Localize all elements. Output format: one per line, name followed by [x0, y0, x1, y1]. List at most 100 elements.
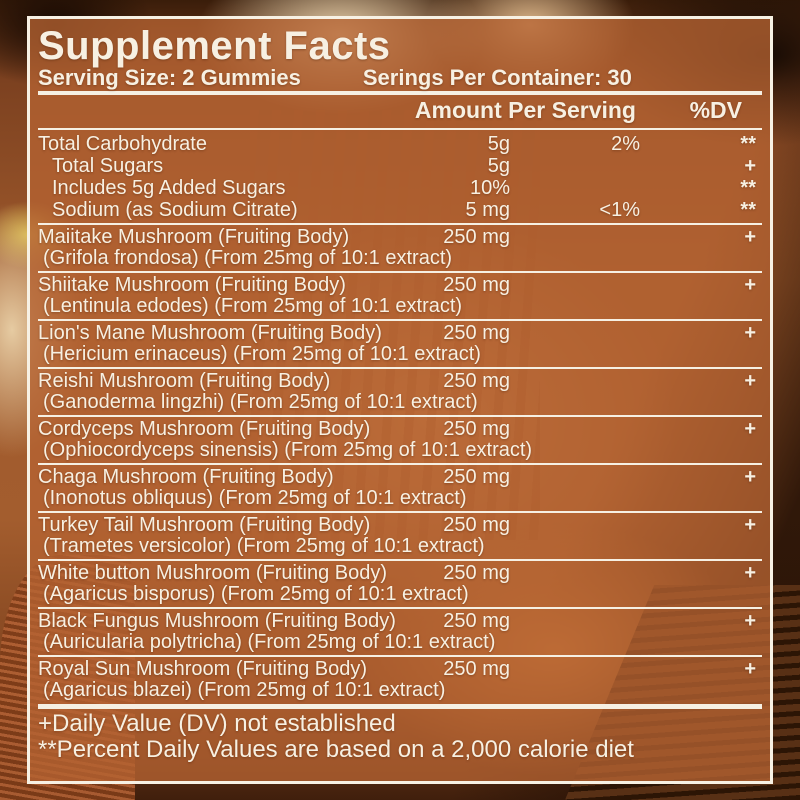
ingredient-detail-line: (Auricularia polytricha) (From 25mg of 1… — [43, 631, 496, 653]
nutrient-dv: 2% — [611, 133, 640, 155]
footnote-percent-daily-values: **Percent Daily Values are based on a 2,… — [38, 736, 634, 763]
ingredient-main-line: Royal Sun Mushroom (Fruiting Body) 250 m… — [38, 659, 762, 680]
ingredient-amount: 250 mg — [443, 322, 510, 344]
ingredient-amount: 250 mg — [443, 610, 510, 632]
ingredient-detail-line: (Hericium erinaceus) (From 25mg of 10:1 … — [43, 343, 481, 365]
ingredient-amount: 250 mg — [443, 514, 510, 536]
nutrient-amount: 5 mg — [465, 199, 510, 221]
ingredient-symbol: + — [744, 418, 756, 440]
nutrient-symbol: + — [744, 155, 756, 177]
nutrient-name: Total Carbohydrate — [38, 133, 207, 155]
ingredient-name: Shiitake Mushroom (Fruiting Body) — [38, 274, 346, 296]
ingredient-detail-line: (Ophiocordyceps sinensis) (From 25mg of … — [43, 439, 533, 461]
ingredient-amount: 250 mg — [443, 226, 510, 248]
ingredient-main-line: Cordyceps Mushroom (Fruiting Body) 250 m… — [38, 419, 762, 440]
nutrient-amount: 5g — [487, 155, 510, 177]
nutrient-name: Total Sugars — [52, 155, 164, 177]
ingredient-divider — [38, 223, 762, 225]
ingredient-amount: 250 mg — [443, 370, 510, 392]
ingredient-main-line: Shiitake Mushroom (Fruiting Body) 250 mg… — [38, 275, 762, 296]
ingredient-symbol: + — [744, 562, 756, 584]
ingredient-divider — [38, 319, 762, 321]
ingredient-detail-line: (Grifola frondosa) (From 25mg of 10:1 ex… — [43, 247, 453, 269]
amount-per-serving-header: Amount Per Serving — [414, 97, 636, 123]
ingredient-symbol: + — [744, 610, 756, 632]
servings-per-container: Serings Per Container: 30 — [362, 65, 632, 90]
ingredient-row: Black Fungus Mushroom (Fruiting Body) 25… — [38, 611, 762, 653]
ingredient-name: Maiitake Mushroom (Fruiting Body) — [38, 226, 350, 248]
ingredient-divider — [38, 415, 762, 417]
nutrient-row: Includes 5g Added Sugars 10% ** — [38, 177, 762, 199]
ingredient-name: Chaga Mushroom (Fruiting Body) — [38, 466, 334, 488]
ingredient-name: Black Fungus Mushroom (Fruiting Body) — [38, 610, 396, 632]
nutrient-name: Includes 5g Added Sugars — [52, 177, 286, 199]
ingredient-name: White button Mushroom (Fruiting Body) — [38, 562, 388, 584]
ingredient-amount: 250 mg — [443, 466, 510, 488]
divider-above-footnotes — [38, 704, 762, 709]
panel-title: Supplement Facts — [38, 24, 391, 68]
dv-header: %DV — [689, 97, 742, 123]
ingredient-divider — [38, 655, 762, 657]
ingredient-name: Cordyceps Mushroom (Fruiting Body) — [38, 418, 371, 440]
nutrient-row: Total Carbohydrate 5g 2% ** — [38, 133, 762, 155]
nutrient-amount: 5g — [487, 133, 510, 155]
ingredient-symbol: + — [744, 274, 756, 296]
ingredient-row: Royal Sun Mushroom (Fruiting Body) 250 m… — [38, 659, 762, 701]
column-header-row: Amount Per Serving %DV — [38, 95, 762, 126]
ingredient-divider — [38, 607, 762, 609]
ingredient-detail-line: (Agaricus bisporus) (From 25mg of 10:1 e… — [43, 583, 469, 605]
supplement-facts-panel: Supplement Facts Serving Size: 2 Gummies… — [27, 16, 773, 784]
ingredient-row: Lion's Mane Mushroom (Fruiting Body) 250… — [38, 323, 762, 365]
ingredient-detail-line: (Trametes versicolor) (From 25mg of 10:1… — [43, 535, 485, 557]
ingredient-amount: 250 mg — [443, 274, 510, 296]
nutrient-symbol: ** — [740, 199, 756, 221]
ingredient-main-line: Lion's Mane Mushroom (Fruiting Body) 250… — [38, 323, 762, 344]
nutrient-amount: 10% — [469, 177, 510, 199]
ingredient-detail-line: (Inonotus obliquus) (From 25mg of 10:1 e… — [43, 487, 467, 509]
serving-info-row: Serving Size: 2 Gummies Serings Per Cont… — [38, 66, 762, 90]
divider-under-serving — [38, 91, 762, 95]
ingredient-row: Turkey Tail Mushroom (Fruiting Body) 250… — [38, 515, 762, 557]
ingredient-detail-line: (Lentinula edodes) (From 25mg of 10:1 ex… — [43, 295, 463, 317]
ingredient-main-line: Chaga Mushroom (Fruiting Body) 250 mg + — [38, 467, 762, 488]
ingredient-amount: 250 mg — [443, 418, 510, 440]
ingredient-symbol: + — [744, 370, 756, 392]
ingredient-symbol: + — [744, 322, 756, 344]
ingredient-row: Shiitake Mushroom (Fruiting Body) 250 mg… — [38, 275, 762, 317]
ingredient-main-line: White button Mushroom (Fruiting Body) 25… — [38, 563, 762, 584]
ingredient-row: Chaga Mushroom (Fruiting Body) 250 mg + … — [38, 467, 762, 509]
nutrient-row: Total Sugars 5g + — [38, 155, 762, 177]
ingredient-name: Turkey Tail Mushroom (Fruiting Body) — [38, 514, 371, 536]
nutrient-row: Sodium (as Sodium Citrate) 5 mg <1% ** — [38, 199, 762, 221]
nutrient-symbol: ** — [740, 133, 756, 155]
ingredient-main-line: Maiitake Mushroom (Fruiting Body) 250 mg… — [38, 227, 762, 248]
ingredient-divider — [38, 271, 762, 273]
ingredient-symbol: + — [744, 658, 756, 680]
ingredient-divider — [38, 463, 762, 465]
ingredient-divider — [38, 559, 762, 561]
ingredient-divider — [38, 367, 762, 369]
nutrient-symbol: ** — [740, 177, 756, 199]
ingredient-detail-line: (Ganoderma lingzhi) (From 25mg of 10:1 e… — [43, 391, 478, 413]
ingredient-main-line: Turkey Tail Mushroom (Fruiting Body) 250… — [38, 515, 762, 536]
ingredient-amount: 250 mg — [443, 562, 510, 584]
ingredient-row: Maiitake Mushroom (Fruiting Body) 250 mg… — [38, 227, 762, 269]
ingredient-divider — [38, 511, 762, 513]
nutrients-section: Total Carbohydrate 5g 2% ** Total Sugars… — [38, 133, 762, 221]
ingredient-row: Reishi Mushroom (Fruiting Body) 250 mg +… — [38, 371, 762, 413]
ingredient-name: Lion's Mane Mushroom (Fruiting Body) — [38, 322, 382, 344]
ingredient-row: Cordyceps Mushroom (Fruiting Body) 250 m… — [38, 419, 762, 461]
ingredient-detail-line: (Agaricus blazei) (From 25mg of 10:1 ext… — [43, 679, 446, 701]
ingredient-symbol: + — [744, 466, 756, 488]
divider-under-header — [38, 128, 762, 130]
ingredient-amount: 250 mg — [443, 658, 510, 680]
ingredient-main-line: Reishi Mushroom (Fruiting Body) 250 mg + — [38, 371, 762, 392]
ingredient-name: Royal Sun Mushroom (Fruiting Body) — [38, 658, 368, 680]
nutrient-dv: <1% — [599, 199, 640, 221]
footnote-dv-not-established: +Daily Value (DV) not established — [38, 710, 396, 737]
ingredient-main-line: Black Fungus Mushroom (Fruiting Body) 25… — [38, 611, 762, 632]
ingredient-symbol: + — [744, 226, 756, 248]
ingredient-row: White button Mushroom (Fruiting Body) 25… — [38, 563, 762, 605]
serving-size: Serving Size: 2 Gummies — [38, 65, 301, 90]
ingredient-symbol: + — [744, 514, 756, 536]
